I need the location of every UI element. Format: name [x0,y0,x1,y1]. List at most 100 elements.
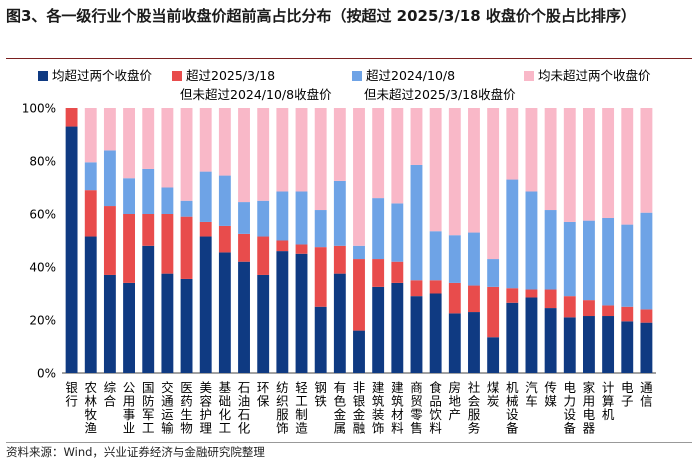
x-tick-label: 国防军工 [142,380,155,436]
bar-segment-4 [199,108,212,172]
bar-segment-4 [353,108,365,246]
bar-segment-3 [218,175,231,226]
legend-swatch-2 [172,71,182,81]
bars [65,108,653,374]
bar-segment-2 [429,280,442,294]
bar-segment-2 [180,216,193,279]
bar-segment-3 [276,191,289,241]
bar-segment-1 [372,286,385,374]
legend-label-1: 均超过两个收盘价 [52,68,153,83]
bar-segment-4 [218,108,231,176]
x-tick-label: 房地产 [449,380,462,422]
x-tick-label: 环保 [257,380,270,409]
bar-stack [333,108,346,374]
bar-segment-4 [238,108,250,203]
bar-segment-2 [333,245,346,274]
bar-segment-2 [621,306,634,322]
bar-segment-3 [468,232,480,286]
bar-segment-3 [333,180,346,246]
bar-segment-4 [640,108,653,213]
bar-segment-3 [583,220,595,301]
x-tick-label: 煤炭 [487,380,500,409]
x-tick-label: 综合 [104,380,117,409]
bar-segment-4 [123,108,135,179]
x-tick-label: 公用事业 [123,380,136,436]
bar-segment-4 [563,108,576,222]
bar-segment-1 [563,317,576,373]
bar-segment-1 [84,236,97,373]
bar-segment-1 [621,321,634,373]
bar-stack [640,108,653,373]
bar-segment-4 [314,108,327,211]
bar-segment-2 [563,296,576,318]
bar-segment-4 [506,108,519,180]
bar-segment-1 [333,273,346,374]
x-axis: 银行农林牧渔综合公用事业国防军工交通运输医药生物美容护理基础化工石油石化环保纺织… [65,380,653,436]
bar-segment-1 [353,330,365,373]
chart-title: 图3、各一级行业个股当前收盘价超前高占比分布（按超过 2025/3/18 收盘价… [6,7,636,25]
y-tick-label: 100% [22,102,56,116]
bar-segment-3 [391,203,404,262]
bar-segment-2 [448,282,461,314]
x-tick-label: 电力设备 [564,380,577,436]
x-tick-label: 家用电器 [583,380,596,436]
bar-stack [199,108,212,373]
bar-stack [506,108,519,373]
bar-segment-1 [161,273,174,374]
bar-segment-4 [448,108,461,236]
bar-segment-1 [506,302,519,373]
bar-segment-1 [103,274,116,373]
bar-segment-1 [391,282,404,373]
x-tick-label: 电子 [621,380,634,409]
bar-segment-2 [161,214,174,274]
bar-stack [238,108,250,373]
title-divider [6,58,692,59]
bar-segment-2 [257,236,270,275]
bar-segment-2 [506,288,519,303]
bar-segment-3 [161,187,174,214]
bar-segment-4 [84,108,97,163]
bar-segment-2 [391,261,404,283]
x-tick-label: 建筑装饰 [372,380,385,436]
x-tick-label: 汽车 [525,380,538,409]
bar-segment-2 [487,286,500,338]
bar-segment-1 [65,126,78,373]
bar-stack [65,108,78,373]
source-note: 资料来源：Wind，兴业证券经济与金融研究院整理 [6,445,265,459]
bar-segment-1 [525,297,538,373]
bar-stack [142,108,155,373]
bar-segment-4 [276,108,289,192]
bar-segment-4 [180,108,193,201]
bar-segment-4 [429,108,442,232]
bar-segment-4 [103,108,116,151]
bar-stack [448,108,461,374]
bar-stack [391,108,404,373]
x-tick-label: 食品饮料 [429,380,442,436]
bar-segment-4 [142,108,155,169]
bar-segment-3 [372,198,385,260]
bar-stack [372,108,385,374]
bar-segment-4 [544,108,557,211]
x-tick-label: 机械设备 [506,380,519,436]
bar-segment-1 [410,296,423,373]
x-tick-label: 社会服务 [468,380,481,436]
bar-segment-4 [410,108,423,165]
bar-segment-4 [391,108,404,204]
bar-segment-3 [602,217,615,306]
bar-stack [468,108,480,373]
y-tick-label: 80% [29,155,56,169]
y-tick-label: 60% [29,208,56,222]
bar-stack [621,108,634,373]
legend-swatch-3 [352,71,362,81]
bar-segment-1 [123,282,135,373]
bar-segment-2 [103,206,116,275]
bar-stack [84,108,97,373]
bar-segment-2 [583,300,595,317]
bar-segment-2 [468,285,480,313]
bar-segment-4 [525,108,538,192]
bar-segment-3 [429,231,442,281]
bar-stack [429,108,442,373]
bar-segment-1 [238,261,250,373]
bar-stack [295,108,308,373]
bar-segment-3 [103,150,116,207]
